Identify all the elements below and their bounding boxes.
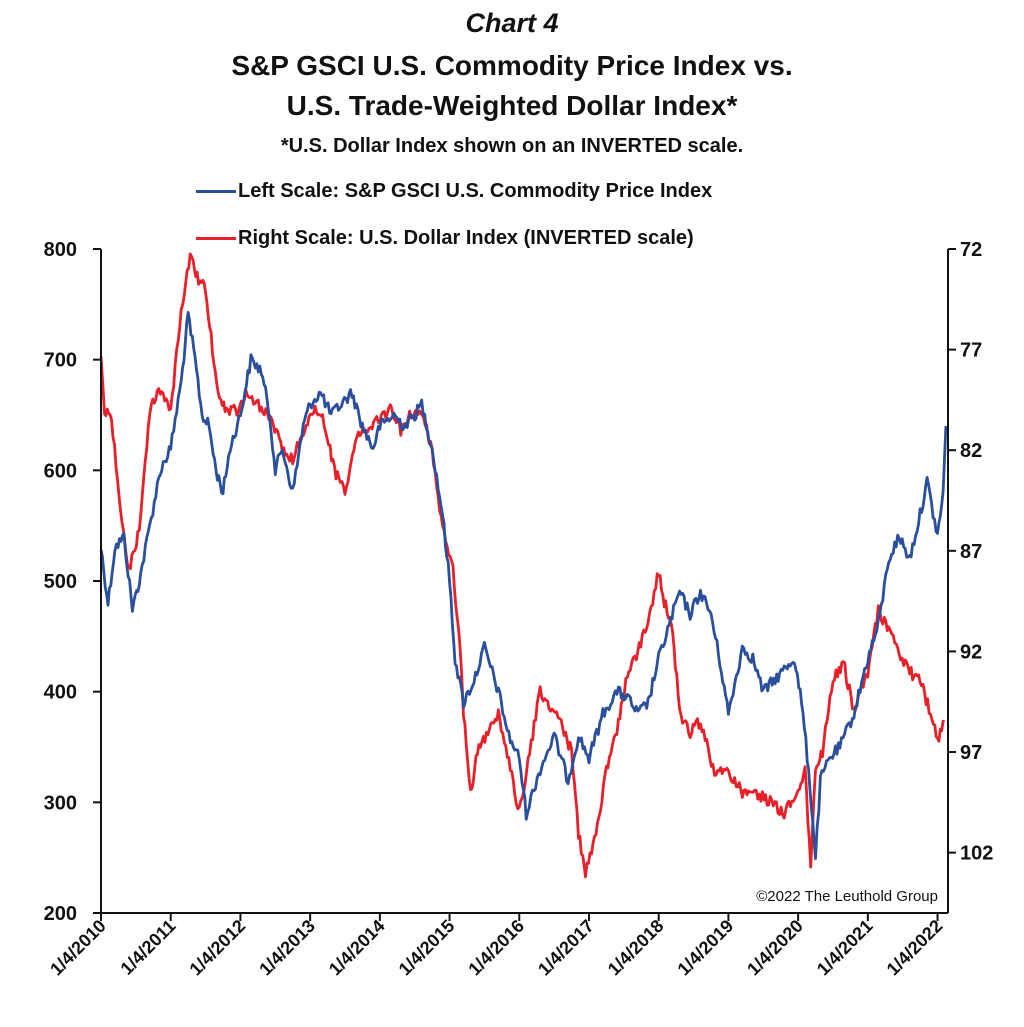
legend-swatch-commodity (196, 190, 236, 193)
x-tick-label: 1/4/2016 (464, 916, 528, 980)
right-tick-label: 82 (960, 440, 982, 462)
x-tick-label: 1/4/2019 (674, 916, 738, 980)
x-tick-label: 1/4/2010 (46, 916, 110, 980)
right-tick-label: 92 (960, 641, 982, 663)
left-tick-label: 700 (44, 350, 77, 372)
right-axis-ticks: 72 77 82 87 92 97 102 (948, 239, 993, 865)
right-tick-label: 87 (960, 541, 982, 563)
legend-swatch-dollar (196, 237, 236, 240)
left-tick-label: 200 (44, 903, 77, 925)
x-tick-label: 1/4/2014 (325, 916, 389, 980)
left-tick-label: 600 (44, 460, 77, 482)
series-line-commodity-index (99, 310, 948, 860)
x-tick-label: 1/4/2011 (117, 916, 180, 979)
x-axis-ticks: 1/4/2010 1/4/2011 1/4/2012 1/4/2013 1/4/2014… (46, 913, 946, 979)
left-tick-label: 300 (44, 792, 77, 814)
right-tick-label: 77 (960, 340, 982, 362)
x-tick-label: 1/4/2013 (255, 916, 319, 980)
right-tick-label: 97 (960, 742, 982, 764)
x-tick-label: 1/4/2012 (186, 916, 250, 980)
legend-label-dollar: Right Scale: U.S. Dollar Index (INVERTED… (238, 227, 694, 249)
chart-subtitle: *U.S. Dollar Index shown on an INVERTED … (280, 135, 744, 157)
legend-entry-commodity: Left Scale: S&P GSCI U.S. Commodity Pric… (196, 180, 712, 203)
chart-label: Chart 4 (465, 8, 559, 38)
left-tick-label: 800 (44, 239, 77, 261)
right-tick-label: 102 (960, 843, 993, 865)
chart-title-line-2: U.S. Trade-Weighted Dollar Index* (286, 90, 738, 121)
x-tick-label: 1/4/2017 (534, 916, 598, 980)
x-tick-label: 1/4/2021 (813, 916, 877, 980)
legend-label-commodity: Left Scale: S&P GSCI U.S. Commodity Pric… (238, 180, 713, 202)
left-tick-label: 400 (44, 682, 77, 704)
x-tick-label: 1/4/2018 (604, 916, 668, 980)
copyright-note: ©2022 The Leuthold Group (756, 888, 938, 905)
left-tick-label: 500 (44, 571, 77, 593)
x-tick-label: 1/4/2015 (395, 916, 459, 980)
series-line-dollar-index (99, 252, 946, 879)
x-tick-label: 1/4/2022 (883, 916, 947, 980)
chart-title-line-1: S&P GSCI U.S. Commodity Price Index vs. (231, 50, 793, 81)
left-axis-ticks: 200 300 400 500 600 700 800 (44, 239, 101, 925)
legend-entry-dollar: Right Scale: U.S. Dollar Index (INVERTED… (196, 227, 694, 250)
x-tick-label: 1/4/2020 (743, 916, 807, 980)
series-layer (99, 252, 948, 879)
right-tick-label: 72 (960, 239, 982, 261)
